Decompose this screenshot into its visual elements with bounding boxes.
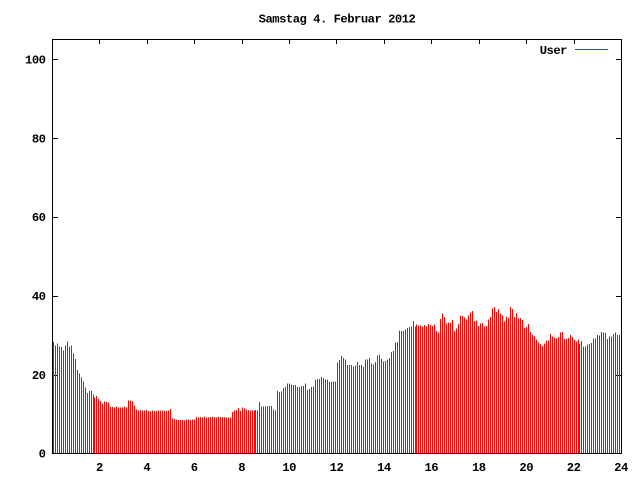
svg-text:12: 12 — [330, 461, 344, 475]
svg-text:2: 2 — [96, 461, 103, 475]
svg-text:18: 18 — [472, 461, 486, 475]
svg-text:Samstag 4. Februar 2012: Samstag 4. Februar 2012 — [259, 13, 416, 27]
svg-text:8: 8 — [238, 461, 245, 475]
svg-text:22: 22 — [567, 461, 581, 475]
svg-text:60: 60 — [32, 211, 46, 225]
svg-text:4: 4 — [143, 461, 150, 475]
svg-text:40: 40 — [32, 290, 46, 304]
svg-text:14: 14 — [377, 461, 391, 475]
svg-text:20: 20 — [32, 369, 46, 383]
svg-text:6: 6 — [191, 461, 198, 475]
svg-text:80: 80 — [32, 132, 46, 146]
svg-text:User: User — [540, 44, 567, 58]
svg-text:24: 24 — [614, 461, 628, 475]
svg-text:0: 0 — [39, 448, 46, 462]
svg-text:10: 10 — [282, 461, 296, 475]
svg-text:100: 100 — [25, 54, 46, 68]
svg-text:20: 20 — [519, 461, 533, 475]
svg-text:16: 16 — [424, 461, 438, 475]
